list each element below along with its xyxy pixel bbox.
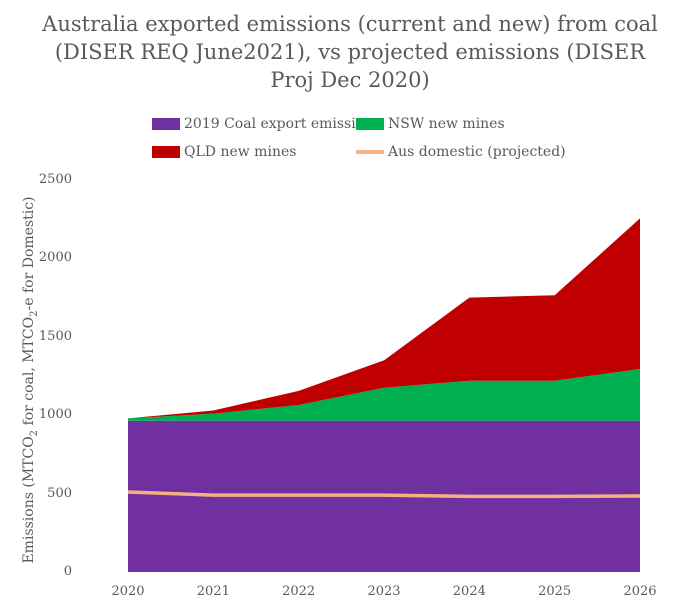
y-tick-label: 1500 — [38, 328, 72, 344]
legend-label-nsw: NSW new mines — [388, 116, 505, 132]
y-tick-label: 0 — [63, 564, 72, 579]
x-tick-label: 2021 — [196, 584, 230, 599]
y-tick-label: 2000 — [38, 250, 72, 266]
x-tick-label: 2023 — [367, 584, 401, 599]
y-tick-label: 1000 — [38, 407, 72, 423]
chart-title-line-1: Australia exported emissions (current an… — [42, 12, 658, 36]
y-tick-label: 2500 — [38, 172, 72, 187]
area-qld-new-mines — [128, 218, 640, 419]
legend-swatch-domestic — [356, 150, 384, 154]
x-tick-label: 2022 — [282, 584, 316, 599]
area-nsw-new-mines — [128, 368, 640, 421]
x-tick-label: 2026 — [623, 584, 657, 599]
x-tick-label: 2024 — [452, 584, 486, 599]
chart-title-line-2: (DISER REQ June2021), vs projected emiss… — [54, 40, 646, 64]
legend-label-coal-export: 2019 Coal export emissions — [184, 116, 381, 132]
y-tick-label: 500 — [47, 485, 72, 501]
chart-title: Australia exported emissions (current an… — [0, 10, 700, 94]
legend-swatch-coal-export — [152, 118, 180, 130]
chart-title-line-3: Proj Dec 2020) — [270, 68, 430, 92]
legend-swatch-qld — [152, 146, 180, 158]
legend-label-domestic: Aus domestic (projected) — [388, 144, 566, 160]
x-tick-label: 2020 — [111, 584, 145, 599]
x-tick-label: 2025 — [538, 584, 572, 599]
legend-swatch-nsw — [356, 118, 384, 130]
line-aus-domestic — [127, 490, 641, 499]
legend-label-qld: QLD new mines — [184, 144, 297, 160]
